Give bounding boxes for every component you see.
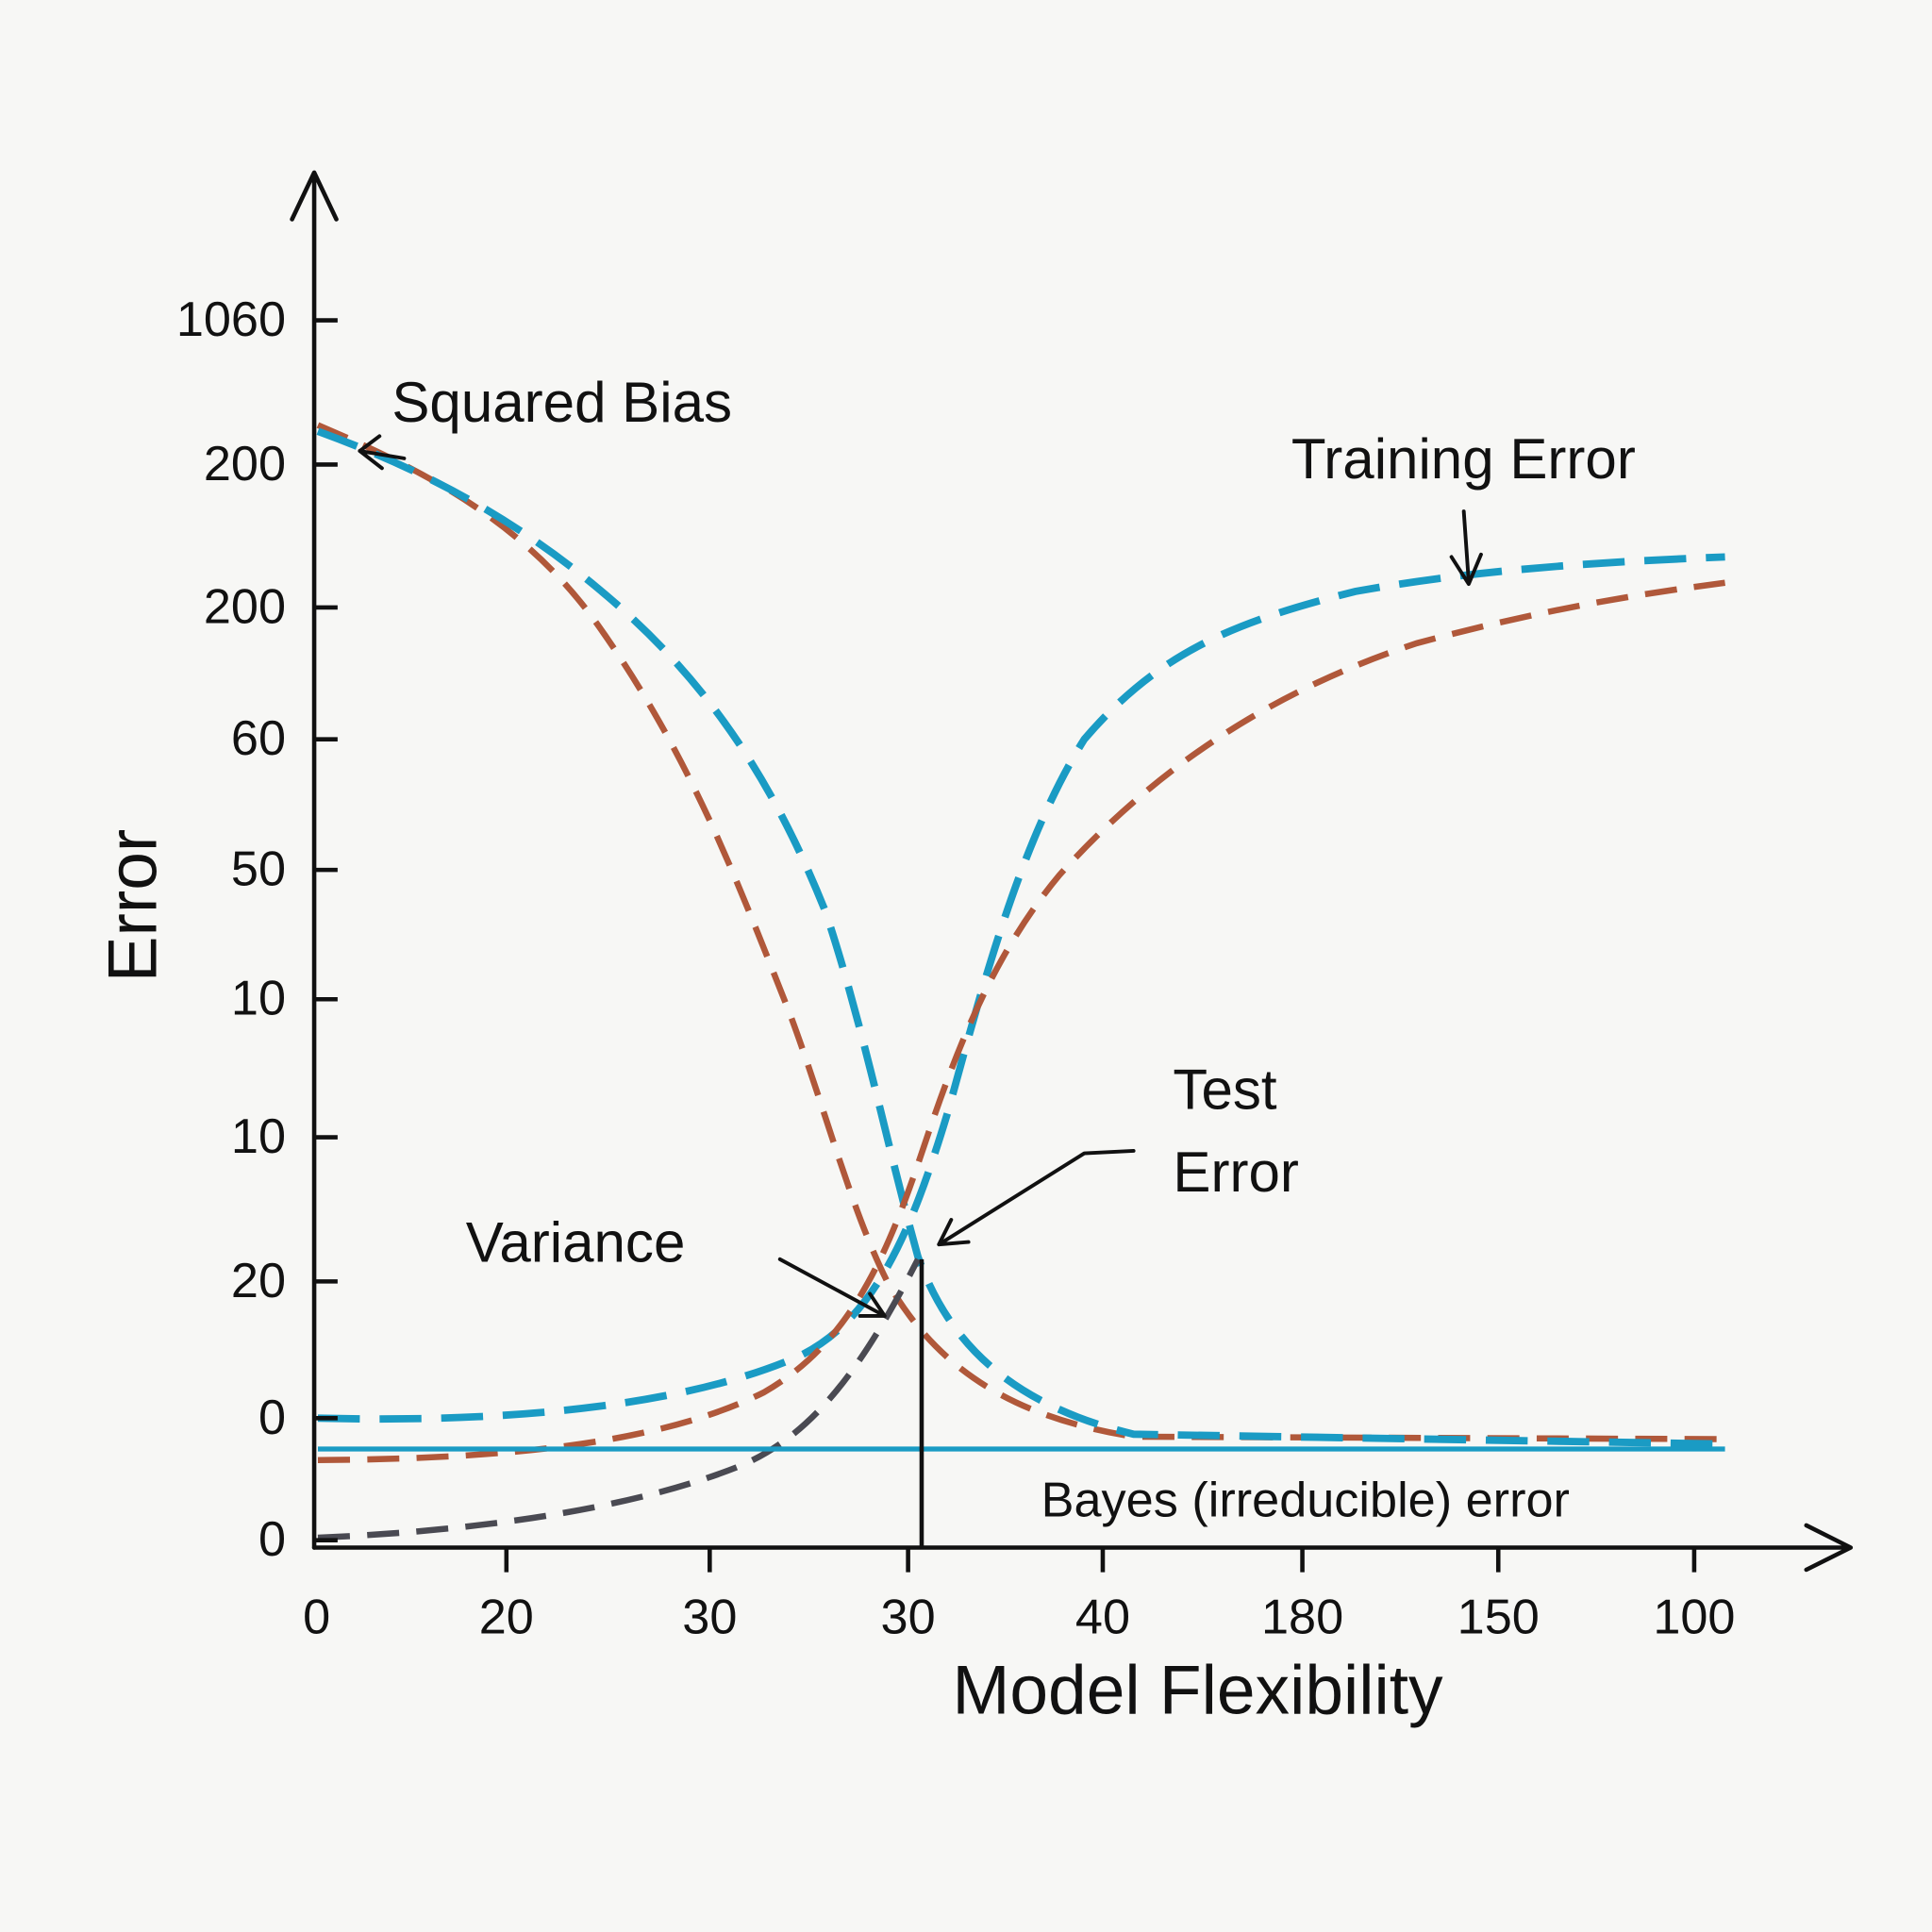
x-tick-label: 30	[682, 1590, 737, 1644]
y-tick-label: 10	[231, 972, 286, 1026]
annotation: Test	[1173, 1058, 1276, 1122]
x-tick-label: 30	[881, 1590, 936, 1644]
y-axis-title: Error	[95, 829, 172, 983]
training-error-curve	[317, 553, 1725, 1424]
variance-curve	[317, 579, 1725, 1464]
y-tick-label: 60	[231, 711, 286, 766]
y-axis	[290, 170, 339, 1550]
x-axis-title: Model Flexibility	[952, 1653, 1443, 1729]
arrow	[1449, 509, 1483, 587]
y-tick-label: 1060	[176, 292, 286, 347]
x-tick-label: 40	[1075, 1590, 1130, 1644]
bias-variance-curve	[317, 1257, 921, 1541]
x-tick-label: 100	[1653, 1590, 1735, 1644]
y-tick-label: 10	[231, 1109, 286, 1164]
annotation: Bayes (irreducible) error	[1041, 1473, 1570, 1527]
y-tick-label: 20	[231, 1254, 286, 1308]
x-axis	[311, 1523, 1854, 1573]
test-error-curve	[316, 427, 1725, 1448]
y-tick-label: 0	[258, 1512, 286, 1567]
y-tick-label: 50	[231, 842, 286, 897]
annotation: Training Error	[1291, 427, 1636, 491]
x-tick-label: 0	[303, 1590, 330, 1644]
y-tick-label: 200	[204, 437, 286, 491]
arrow	[937, 1148, 1136, 1247]
annotation: Error	[1173, 1141, 1299, 1204]
arrow	[777, 1257, 887, 1318]
y-tick-label: 0	[258, 1391, 286, 1445]
x-tick-label: 20	[479, 1590, 534, 1644]
arrow	[358, 434, 407, 471]
squared-bias-curve	[316, 422, 1725, 1442]
annotation: Variance	[466, 1211, 686, 1274]
y-tick-label: 200	[204, 579, 286, 634]
x-tick-label: 150	[1457, 1590, 1540, 1644]
annotation: Squared Bias	[391, 371, 732, 434]
x-tick-label: 180	[1261, 1590, 1343, 1644]
